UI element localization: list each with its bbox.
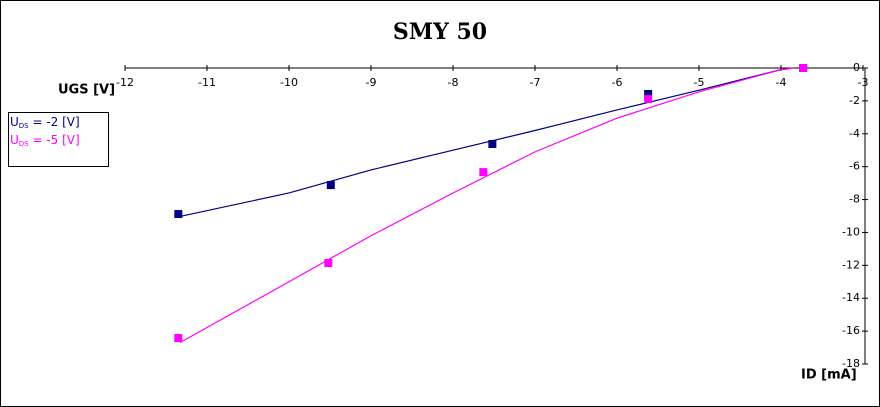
legend-label: UDS = -5 [V] (10, 133, 80, 149)
legend-label-rest: = -5 [V] (29, 133, 80, 147)
y-axis-label: ID [mA] (801, 368, 857, 383)
data-point (324, 259, 333, 268)
y-tick-label: -6 (849, 160, 860, 173)
x-tick-label: -9 (366, 76, 377, 89)
fit-line (179, 67, 794, 344)
y-tick-label: -4 (849, 127, 860, 140)
x-tick-label: -11 (198, 76, 216, 89)
chart-title: SMY 50 (393, 19, 487, 45)
x-tick-label: -3 (858, 76, 869, 89)
data-point (479, 168, 488, 177)
legend (8, 112, 109, 167)
legend-label-sub: DS (19, 140, 29, 148)
data-point (644, 89, 653, 98)
x-tick-label: -7 (530, 76, 541, 89)
x-tick-label: -6 (612, 76, 623, 89)
legend-label-rest: = -2 [V] (29, 115, 80, 129)
x-tick-label: -8 (448, 76, 459, 89)
y-tick-label: 0 (853, 61, 860, 74)
y-tick-label: -2 (849, 94, 860, 107)
legend-label-sub: DS (19, 122, 29, 130)
data-point (799, 64, 808, 72)
data-point (326, 181, 335, 190)
y-tick-label: -16 (842, 324, 860, 337)
y-tick-label: -18 (842, 357, 860, 370)
x-tick-label: -5 (694, 76, 705, 89)
y-tick-label: -8 (849, 193, 860, 206)
x-tick-label: -4 (776, 76, 787, 89)
legend-label: UDS = -2 [V] (10, 115, 80, 131)
data-point (488, 139, 497, 148)
x-axis-label: UGS [V] (58, 83, 115, 98)
data-point (174, 334, 183, 343)
data-point (174, 210, 183, 219)
y-tick-label: -12 (842, 258, 860, 271)
y-tick-label: -14 (842, 291, 860, 304)
x-tick-label: -12 (116, 76, 134, 89)
data-point (644, 95, 653, 104)
legend-label-main: U (10, 115, 19, 129)
x-tick-label: -10 (280, 76, 298, 89)
y-tick-label: -10 (842, 225, 860, 238)
legend-label-main: U (10, 133, 19, 147)
